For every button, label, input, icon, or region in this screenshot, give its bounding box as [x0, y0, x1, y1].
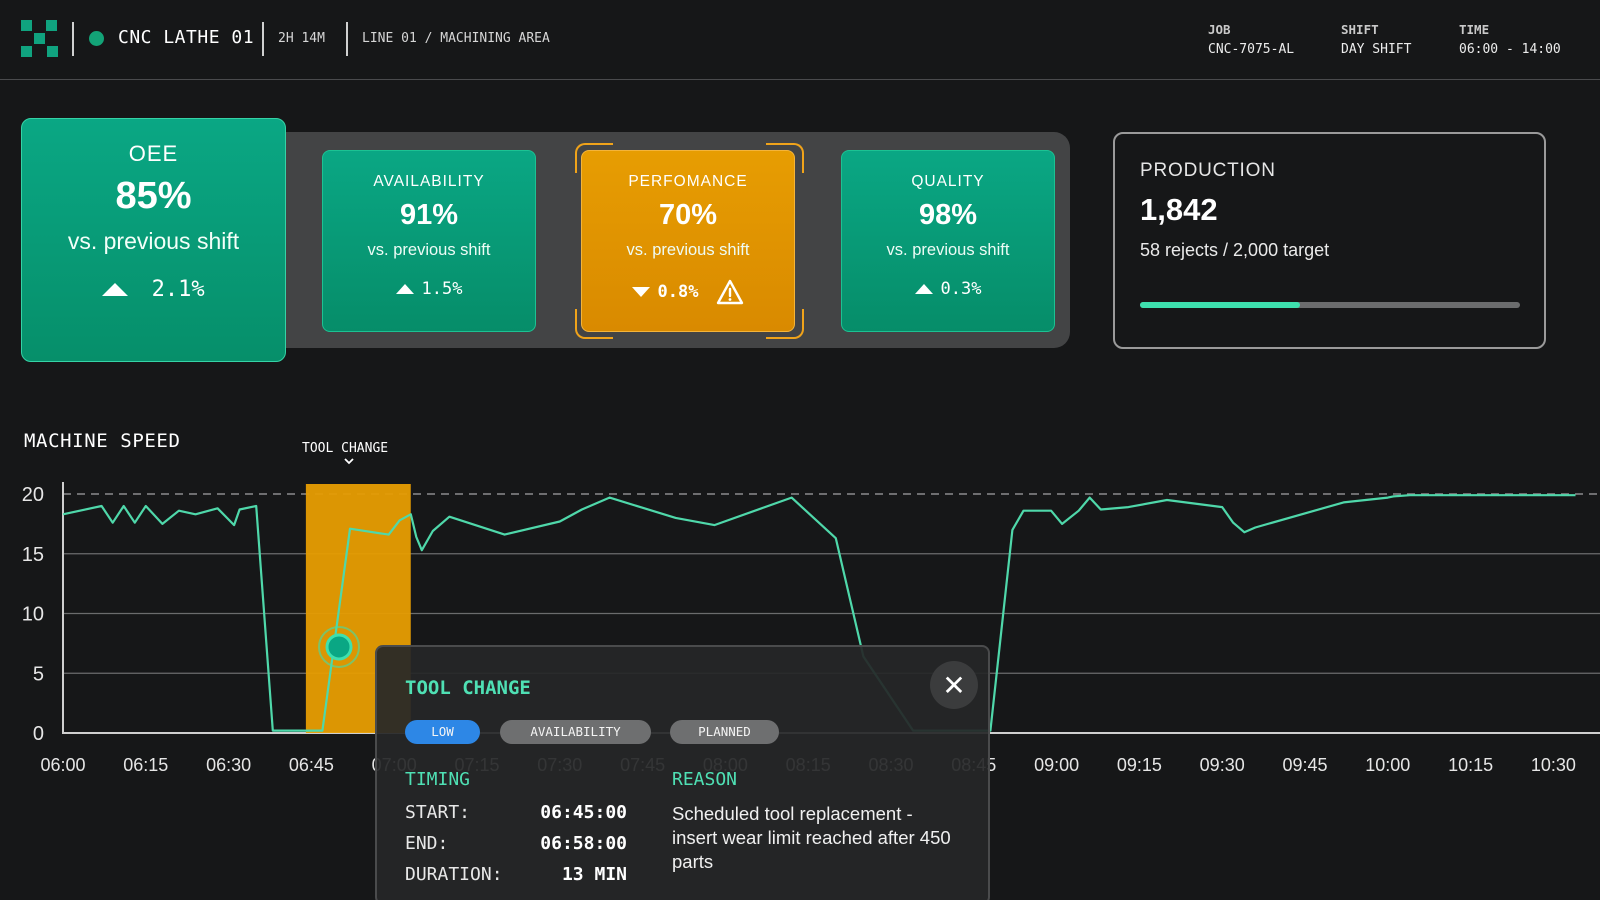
trend-up-icon: [914, 284, 933, 294]
production-value: 1,842: [1140, 192, 1218, 227]
performance-delta: 0.8%: [582, 279, 794, 305]
trend-up-icon: [102, 283, 129, 296]
x-tick-label: 06:15: [123, 755, 168, 775]
x-tick-label: 09:15: [1117, 755, 1162, 775]
availability-card[interactable]: AVAILABILITY 91% vs. previous shift 1.5%: [322, 150, 536, 332]
close-button[interactable]: ✕: [930, 661, 978, 709]
quality-delta: 0.3%: [842, 279, 1054, 299]
availability-delta-value: 1.5%: [421, 279, 463, 299]
quality-title: QUALITY: [911, 173, 985, 190]
highlight-corner: [575, 143, 613, 173]
oee-subtitle: vs. previous shift: [67, 228, 240, 254]
event-marker-ring: [318, 625, 360, 668]
performance-value: 70%: [658, 199, 718, 231]
production-card[interactable]: PRODUCTION 1,842 58 rejects / 2,000 targ…: [1113, 132, 1546, 349]
x-tick-label: 10:30: [1531, 755, 1576, 775]
category-tag: AVAILABILITY: [500, 720, 651, 744]
performance-delta-value: 0.8%: [657, 282, 699, 302]
oee-value: 85%: [115, 175, 192, 217]
tool-change-marker-label: TOOL CHANGE: [302, 441, 389, 456]
x-tick-label: 10:00: [1365, 755, 1410, 775]
performance-title: PERFOMANCE: [628, 173, 748, 190]
event-marker: [325, 633, 353, 661]
time-label: TIME: [1459, 22, 1490, 37]
start-value: 06:45:00: [540, 802, 627, 823]
x-tick-label: 06:30: [206, 755, 251, 775]
header-divider: [72, 22, 74, 56]
availability-subtitle: vs. previous shift: [367, 241, 491, 259]
y-tick-label: 20: [22, 484, 44, 506]
end-value: 06:58:00: [540, 833, 627, 854]
trend-up-icon: [395, 284, 414, 294]
job-label: JOB: [1208, 22, 1231, 37]
quality-subtitle: vs. previous shift: [886, 241, 1010, 259]
quality-delta-value: 0.3%: [940, 279, 982, 299]
y-tick-label: 0: [33, 723, 44, 745]
app-logo: [21, 20, 58, 57]
x-tick-label: 10:15: [1448, 755, 1493, 775]
oee-delta: 2.1%: [22, 277, 285, 302]
header-divider: [346, 22, 348, 56]
performance-subtitle: vs. previous shift: [626, 241, 750, 259]
start-label: START:: [405, 802, 471, 823]
end-label: END:: [405, 833, 449, 854]
chart-title: MACHINE SPEED: [24, 430, 181, 452]
warning-icon: [717, 279, 744, 305]
x-tick-label: 09:45: [1282, 755, 1327, 775]
highlight-corner: [766, 143, 804, 173]
duration-label: DURATION:: [405, 864, 503, 885]
trend-down-icon: [631, 287, 650, 297]
machine-name: CNC LATHE 01: [118, 27, 255, 48]
availability-value: 91%: [399, 199, 459, 231]
header-divider: [262, 22, 264, 56]
highlight-corner: [575, 309, 613, 339]
machine-location: LINE 01 / MACHINING AREA: [362, 31, 550, 46]
shift-label: SHIFT: [1341, 22, 1379, 37]
oee-delta-value: 2.1%: [151, 277, 205, 302]
x-tick-label: 06:00: [40, 755, 85, 775]
event-detail-popup[interactable]: TOOL CHANGE ✕ LOW AVAILABILITY PLANNED T…: [375, 645, 990, 900]
availability-title: AVAILABILITY: [373, 173, 485, 190]
availability-delta: 1.5%: [323, 279, 535, 299]
reason-heading: REASON: [672, 769, 738, 790]
y-tick-label: 5: [33, 663, 44, 685]
time-value: 06:00 - 14:00: [1459, 42, 1561, 57]
highlight-corner: [766, 309, 804, 339]
close-icon: ✕: [942, 669, 966, 701]
chevron-down-icon: [344, 458, 354, 465]
machine-uptime: 2H 14M: [278, 31, 325, 46]
performance-card[interactable]: PERFOMANCE 70% vs. previous shift 0.8%: [581, 150, 795, 332]
production-title: PRODUCTION: [1140, 160, 1276, 181]
job-value: CNC-7075-AL: [1208, 42, 1295, 57]
y-tick-label: 15: [22, 544, 44, 566]
production-subtitle: 58 rejects / 2,000 target: [1140, 240, 1330, 260]
top-bar: CNC LATHE 01 2H 14M LINE 01 / MACHINING …: [0, 0, 1600, 80]
quality-value: 98%: [918, 199, 978, 231]
x-tick-label: 09:30: [1200, 755, 1245, 775]
production-progress-fill: [1140, 302, 1300, 308]
type-tag: PLANNED: [670, 720, 779, 744]
machine-status-dot: [89, 31, 104, 46]
timing-heading: TIMING: [405, 769, 471, 790]
popup-title: TOOL CHANGE: [405, 677, 531, 699]
shift-value: DAY SHIFT: [1341, 42, 1412, 57]
duration-value: 13 MIN: [561, 864, 627, 885]
quality-card[interactable]: QUALITY 98% vs. previous shift 0.3%: [841, 150, 1055, 332]
job-info: JOB CNC-7075-AL: [1208, 22, 1294, 57]
speed-series-line: [62, 494, 1576, 732]
oee-card[interactable]: OEE 85% vs. previous shift 2.1%: [21, 118, 286, 362]
x-tick-label: 06:45: [289, 755, 334, 775]
severity-tag: LOW: [405, 720, 480, 744]
reason-text: Scheduled tool replacement - insert wear…: [672, 803, 951, 872]
oee-title: OEE: [128, 141, 179, 166]
y-tick-label: 10: [22, 604, 44, 626]
production-progress-bar: [1140, 302, 1520, 308]
shift-info: SHIFT DAY SHIFT: [1341, 22, 1411, 57]
x-tick-label: 09:00: [1034, 755, 1079, 775]
time-info: TIME 06:00 - 14:00: [1459, 22, 1561, 57]
